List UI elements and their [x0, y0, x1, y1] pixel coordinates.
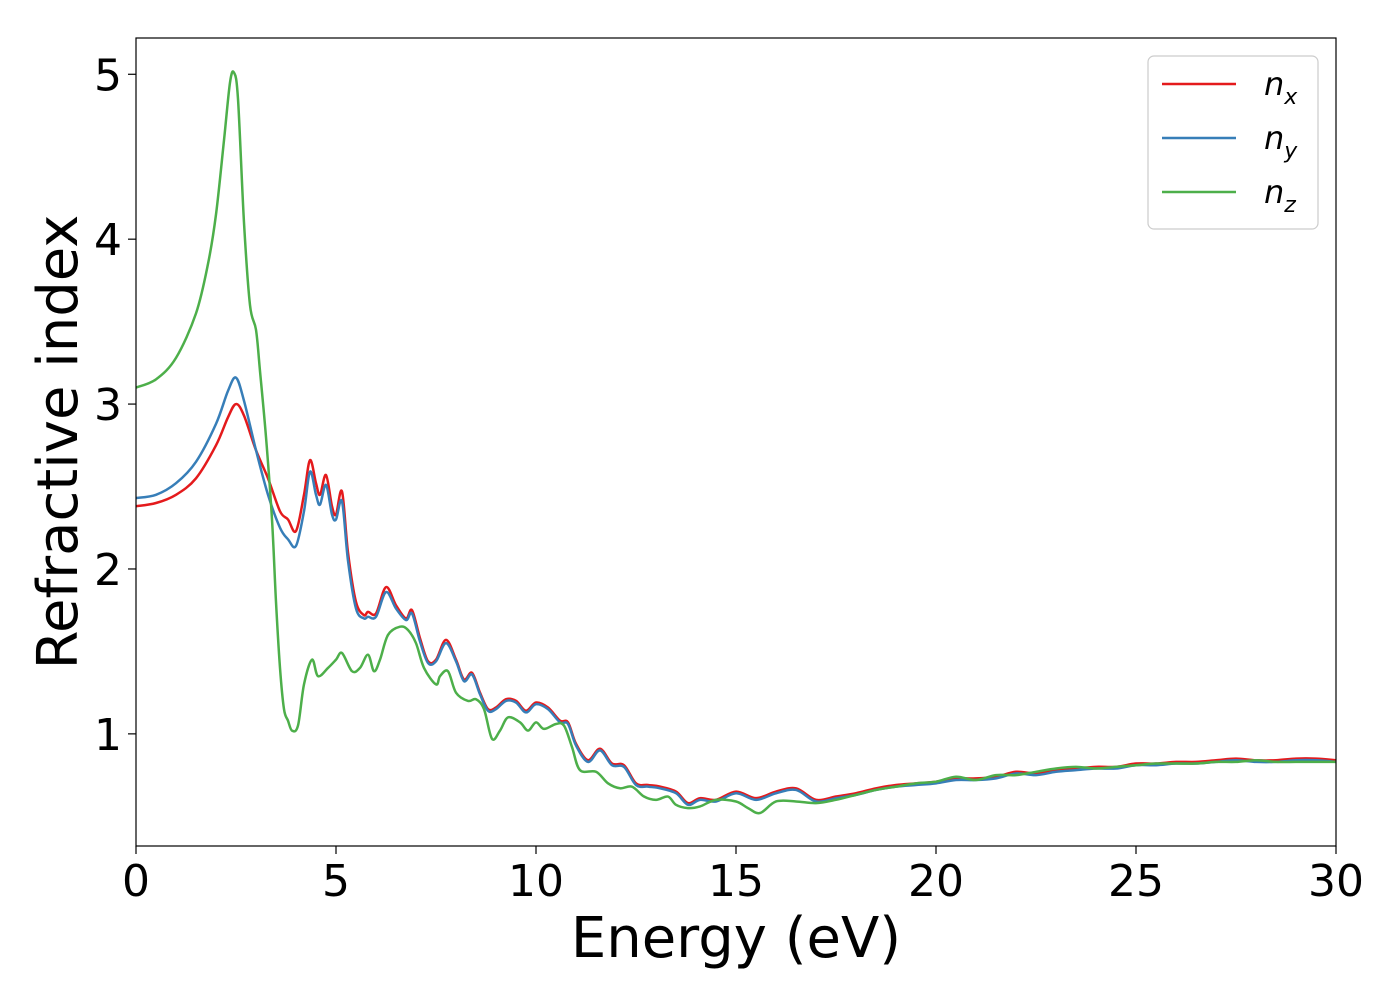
x-tick-label: 15: [708, 856, 764, 907]
series-line-nz: [136, 70, 1336, 815]
x-tick-label: 25: [1108, 856, 1164, 907]
x-axis-title: Energy (eV): [571, 906, 901, 971]
y-axis-title: Refractive index: [26, 215, 91, 670]
y-axis: 1 2 3 4 5: [94, 50, 136, 761]
x-tick-label: 20: [908, 856, 964, 907]
x-tick-label: 10: [508, 856, 564, 907]
x-axis: 0 5 10 15 20 25 30: [122, 846, 1364, 907]
y-tick-label: 2: [94, 545, 122, 596]
series-layer: [136, 70, 1336, 815]
legend-label-nx: nx: [1264, 65, 1298, 110]
x-tick-label: 5: [322, 856, 350, 907]
legend-box: [1147, 55, 1319, 230]
y-tick-label: 1: [94, 710, 122, 761]
x-tick-label: 0: [122, 856, 150, 907]
y-tick-label: 4: [94, 215, 122, 266]
x-tick-label: 30: [1308, 856, 1364, 907]
y-tick-label: 3: [94, 380, 122, 431]
series-line-ny: [136, 376, 1336, 807]
y-tick-label: 5: [94, 50, 122, 101]
